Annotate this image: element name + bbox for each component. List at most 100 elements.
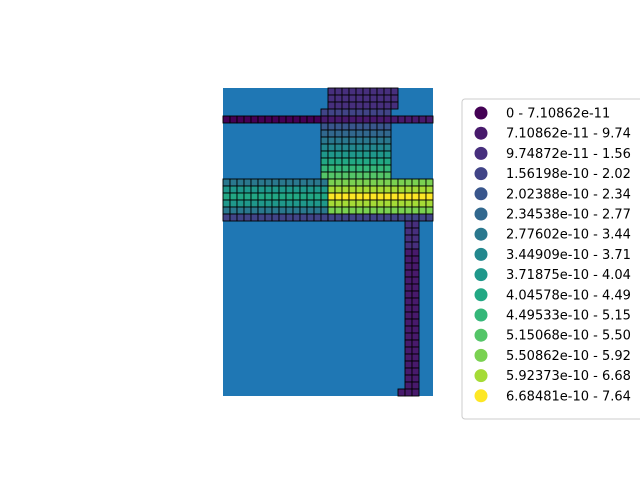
grid-cell bbox=[411, 255, 420, 264]
grid-cell bbox=[376, 136, 385, 145]
grid-cell bbox=[264, 206, 273, 215]
grid-cell bbox=[285, 178, 294, 187]
legend-entry: 9.74872e-11 - 1.56 bbox=[474, 146, 631, 162]
legend-marker bbox=[474, 146, 488, 160]
grid-cell bbox=[362, 164, 371, 173]
grid-cell bbox=[404, 367, 413, 376]
legend-label: 5.15068e-10 - 5.50 bbox=[506, 329, 631, 344]
grid-cell bbox=[292, 206, 301, 215]
grid-cell bbox=[383, 199, 392, 208]
grid-cell bbox=[334, 129, 343, 138]
grid-cell bbox=[320, 150, 329, 159]
legend-entry: 4.49533e-10 - 5.15 bbox=[474, 308, 631, 324]
grid-cell bbox=[383, 185, 392, 194]
grid-cell bbox=[334, 150, 343, 159]
grid-cell bbox=[327, 143, 336, 152]
legend-marker bbox=[474, 348, 488, 362]
legend-marker bbox=[474, 207, 488, 221]
grid-cell bbox=[271, 199, 280, 208]
grid-cell bbox=[236, 199, 245, 208]
grid-cell bbox=[355, 101, 364, 110]
grid-cell bbox=[334, 101, 343, 110]
grid-cell bbox=[299, 185, 308, 194]
grid-cell bbox=[285, 213, 294, 222]
grid-cell bbox=[341, 185, 350, 194]
grid-cell bbox=[334, 178, 343, 187]
grid-cell bbox=[306, 185, 315, 194]
grid-cell bbox=[285, 115, 294, 124]
grid-cell bbox=[383, 101, 392, 110]
grid-cell bbox=[348, 122, 357, 131]
grid-cell bbox=[320, 108, 329, 117]
grid-cell bbox=[341, 122, 350, 131]
grid-cell bbox=[404, 360, 413, 369]
legend-label: 5.92373e-10 - 6.68 bbox=[506, 369, 631, 384]
grid-cell bbox=[411, 199, 420, 208]
grid-cell bbox=[278, 213, 287, 222]
grid-cell bbox=[341, 143, 350, 152]
grid-cell bbox=[250, 178, 259, 187]
grid-cell bbox=[404, 262, 413, 271]
grid-cell bbox=[229, 178, 238, 187]
grid-cell bbox=[390, 115, 399, 124]
legend-marker bbox=[474, 187, 488, 201]
grid-cell bbox=[250, 185, 259, 194]
grid-cell bbox=[362, 178, 371, 187]
grid-cell bbox=[257, 213, 266, 222]
grid-cell bbox=[334, 94, 343, 103]
grid-cell bbox=[411, 311, 420, 320]
grid-cell bbox=[341, 150, 350, 159]
grid-cell bbox=[313, 115, 322, 124]
legend-marker bbox=[474, 167, 488, 181]
grid-cell bbox=[292, 185, 301, 194]
grid-cell bbox=[411, 192, 420, 201]
grid-cell bbox=[369, 192, 378, 201]
grid-cell bbox=[411, 234, 420, 243]
grid-cell bbox=[404, 297, 413, 306]
legend-entry: 2.34538e-10 - 2.77 bbox=[474, 207, 631, 223]
grid-cell bbox=[369, 101, 378, 110]
grid-cell bbox=[411, 115, 420, 124]
grid-cell bbox=[369, 164, 378, 173]
grid-cell bbox=[299, 178, 308, 187]
grid-cell bbox=[327, 115, 336, 124]
grid-cell bbox=[299, 213, 308, 222]
grid-cell bbox=[271, 213, 280, 222]
legend-entry: 2.02388e-10 - 2.34 bbox=[474, 187, 631, 202]
grid-cell bbox=[278, 192, 287, 201]
grid-cell bbox=[355, 185, 364, 194]
grid-cell bbox=[285, 185, 294, 194]
grid-cell bbox=[362, 192, 371, 201]
grid-cell bbox=[355, 115, 364, 124]
grid-cell bbox=[411, 248, 420, 257]
grid-cell bbox=[236, 206, 245, 215]
grid-cell bbox=[390, 199, 399, 208]
grid-cell bbox=[411, 381, 420, 390]
grid-cell bbox=[243, 115, 252, 124]
grid-cell bbox=[334, 122, 343, 131]
grid-cell bbox=[292, 199, 301, 208]
grid-cell bbox=[369, 213, 378, 222]
legend-entry: 4.04578e-10 - 4.49 bbox=[474, 288, 631, 303]
grid-cell bbox=[418, 178, 427, 187]
grid-cell bbox=[369, 143, 378, 152]
grid-cell bbox=[222, 192, 231, 201]
grid-cell bbox=[229, 213, 238, 222]
grid-cell bbox=[341, 101, 350, 110]
grid-cell bbox=[264, 199, 273, 208]
grid-cell bbox=[390, 101, 399, 110]
grid-cell bbox=[334, 136, 343, 145]
grid-cell bbox=[376, 164, 385, 173]
grid-cell bbox=[376, 199, 385, 208]
grid-cell bbox=[376, 157, 385, 166]
grid-cell bbox=[348, 171, 357, 180]
legend-entry: 1.56198e-10 - 2.02 bbox=[474, 167, 631, 182]
grid-cell bbox=[411, 367, 420, 376]
grid-cell bbox=[362, 143, 371, 152]
grid-cell bbox=[411, 185, 420, 194]
grid-cell bbox=[397, 213, 406, 222]
grid-cell bbox=[411, 374, 420, 383]
grid-cell bbox=[348, 136, 357, 145]
grid-cell bbox=[355, 150, 364, 159]
